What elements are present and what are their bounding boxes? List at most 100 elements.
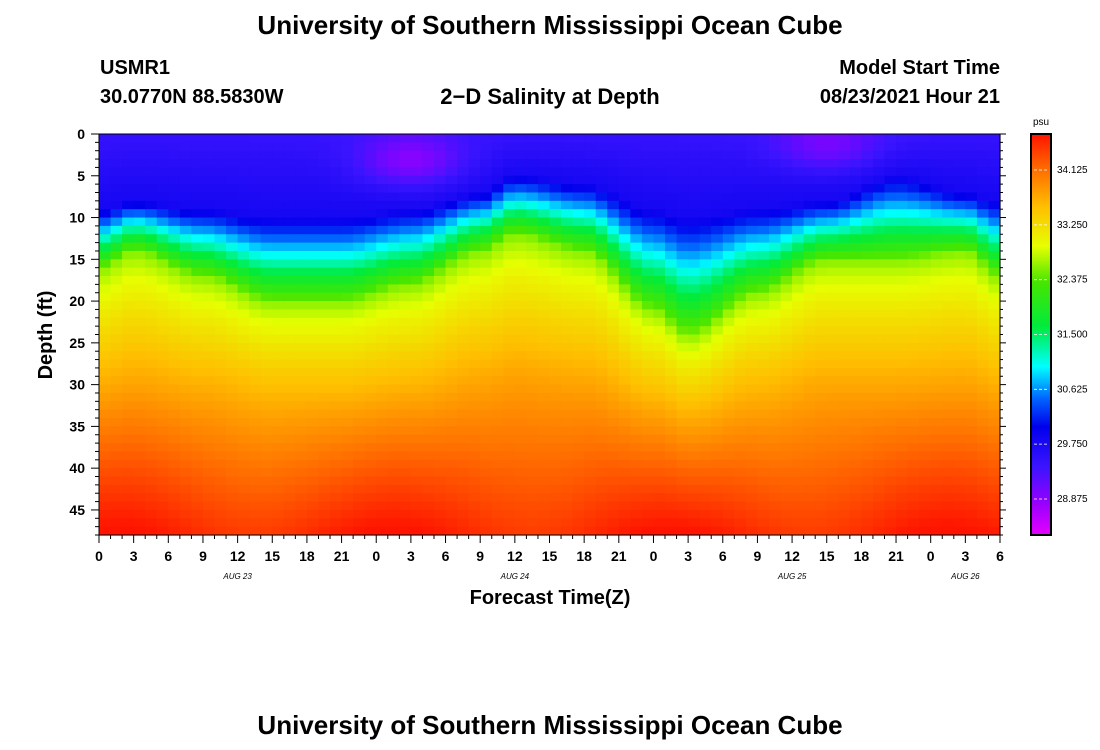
- heatmap-cell: [930, 234, 943, 244]
- heatmap-cell: [711, 267, 724, 277]
- heatmap-cell: [283, 392, 296, 402]
- heatmap-cell: [861, 301, 874, 311]
- heatmap-cell: [422, 326, 435, 336]
- heatmap-cell: [191, 484, 204, 494]
- heatmap-cell: [156, 351, 169, 361]
- heatmap-cell: [99, 484, 112, 494]
- heatmap-cell: [168, 501, 181, 511]
- heatmap-cell: [260, 192, 273, 202]
- heatmap-cell: [491, 501, 504, 511]
- heatmap-cell: [665, 334, 678, 344]
- heatmap-cell: [537, 142, 551, 152]
- heatmap-cell: [595, 526, 608, 536]
- heatmap-cell: [653, 209, 666, 219]
- heatmap-cell: [214, 401, 227, 411]
- heatmap-cell: [665, 184, 678, 194]
- heatmap-cell: [676, 217, 689, 227]
- heatmap-cell: [514, 401, 527, 411]
- heatmap-cell: [214, 392, 227, 402]
- heatmap-cell: [699, 426, 712, 436]
- heatmap-cell: [665, 267, 678, 277]
- heatmap-cell: [722, 418, 735, 427]
- heatmap-cell: [826, 200, 839, 210]
- heatmap-cell: [422, 476, 435, 486]
- heatmap-cell: [260, 384, 273, 394]
- heatmap-cell: [364, 468, 377, 478]
- heatmap-cell: [306, 351, 320, 361]
- heatmap-cell: [653, 225, 666, 235]
- heatmap-cell: [572, 384, 585, 394]
- heatmap-cell: [584, 200, 597, 210]
- heatmap-cell: [445, 409, 458, 419]
- heatmap-cell: [318, 359, 331, 369]
- heatmap-cell: [803, 426, 816, 436]
- heatmap-cell: [145, 509, 158, 519]
- heatmap-cell: [179, 359, 193, 369]
- heatmap-cell: [202, 434, 216, 444]
- heatmap-cell: [653, 167, 666, 177]
- heatmap-cell: [838, 493, 851, 503]
- heatmap-cell: [734, 209, 747, 219]
- heatmap-cell: [919, 267, 932, 277]
- heatmap-cell: [745, 484, 759, 494]
- heatmap-cell: [99, 418, 112, 427]
- heatmap-cell: [353, 267, 366, 277]
- heatmap-cell: [688, 376, 701, 386]
- heatmap-cell: [237, 242, 250, 252]
- heatmap-cell: [99, 309, 112, 319]
- heatmap-cell: [780, 384, 793, 394]
- heatmap-cell: [179, 426, 193, 436]
- heatmap-cell: [272, 250, 285, 260]
- heatmap-cell: [792, 167, 805, 177]
- heatmap-cell: [780, 175, 793, 185]
- heatmap-cell: [537, 367, 551, 377]
- heatmap-cell: [618, 526, 631, 536]
- heatmap-cell: [838, 351, 851, 361]
- heatmap-cell: [537, 392, 551, 402]
- heatmap-cell: [584, 276, 597, 285]
- heatmap-cell: [457, 392, 470, 402]
- heatmap-cell: [630, 209, 643, 219]
- heatmap-cell: [468, 217, 481, 227]
- heatmap-cell: [630, 484, 643, 494]
- heatmap-cell: [572, 392, 585, 402]
- heatmap-cell: [133, 209, 146, 219]
- heatmap-cell: [226, 142, 239, 152]
- heatmap-cell: [387, 225, 400, 235]
- heatmap-cell: [191, 284, 204, 294]
- heatmap-cell: [503, 443, 516, 453]
- heatmap-cell: [537, 468, 551, 478]
- heatmap-cell: [872, 309, 886, 319]
- heatmap-cell: [584, 409, 597, 419]
- heatmap-cell: [676, 276, 689, 285]
- heatmap-cell: [930, 493, 943, 503]
- heatmap-cell: [780, 351, 793, 361]
- heatmap-cell: [353, 443, 366, 453]
- heatmap-cell: [341, 134, 354, 143]
- heatmap-cell: [665, 392, 678, 402]
- heatmap-cell: [318, 493, 331, 503]
- heatmap-cell: [237, 518, 250, 528]
- heatmap-cell: [433, 175, 447, 185]
- heatmap-cell: [745, 518, 759, 528]
- heatmap-cell: [815, 334, 828, 344]
- heatmap-cell: [665, 418, 678, 427]
- heatmap-cell: [907, 392, 920, 402]
- heatmap-cell: [630, 342, 643, 352]
- heatmap-cell: [653, 159, 666, 169]
- heatmap-cell: [757, 250, 770, 260]
- heatmap-cell: [480, 250, 493, 260]
- heatmap-cell: [503, 426, 516, 436]
- heatmap-cell: [849, 284, 862, 294]
- heatmap-cell: [861, 518, 874, 528]
- heatmap-cell: [514, 309, 527, 319]
- heatmap-cell: [480, 317, 493, 327]
- heatmap-cell: [191, 192, 204, 202]
- heatmap-cell: [122, 317, 135, 327]
- heatmap-cell: [410, 184, 424, 194]
- heatmap-cell: [260, 309, 273, 319]
- heatmap-cell: [861, 359, 874, 369]
- heatmap-cell: [122, 259, 135, 269]
- heatmap-cell: [341, 434, 354, 444]
- heatmap-cell: [410, 384, 424, 394]
